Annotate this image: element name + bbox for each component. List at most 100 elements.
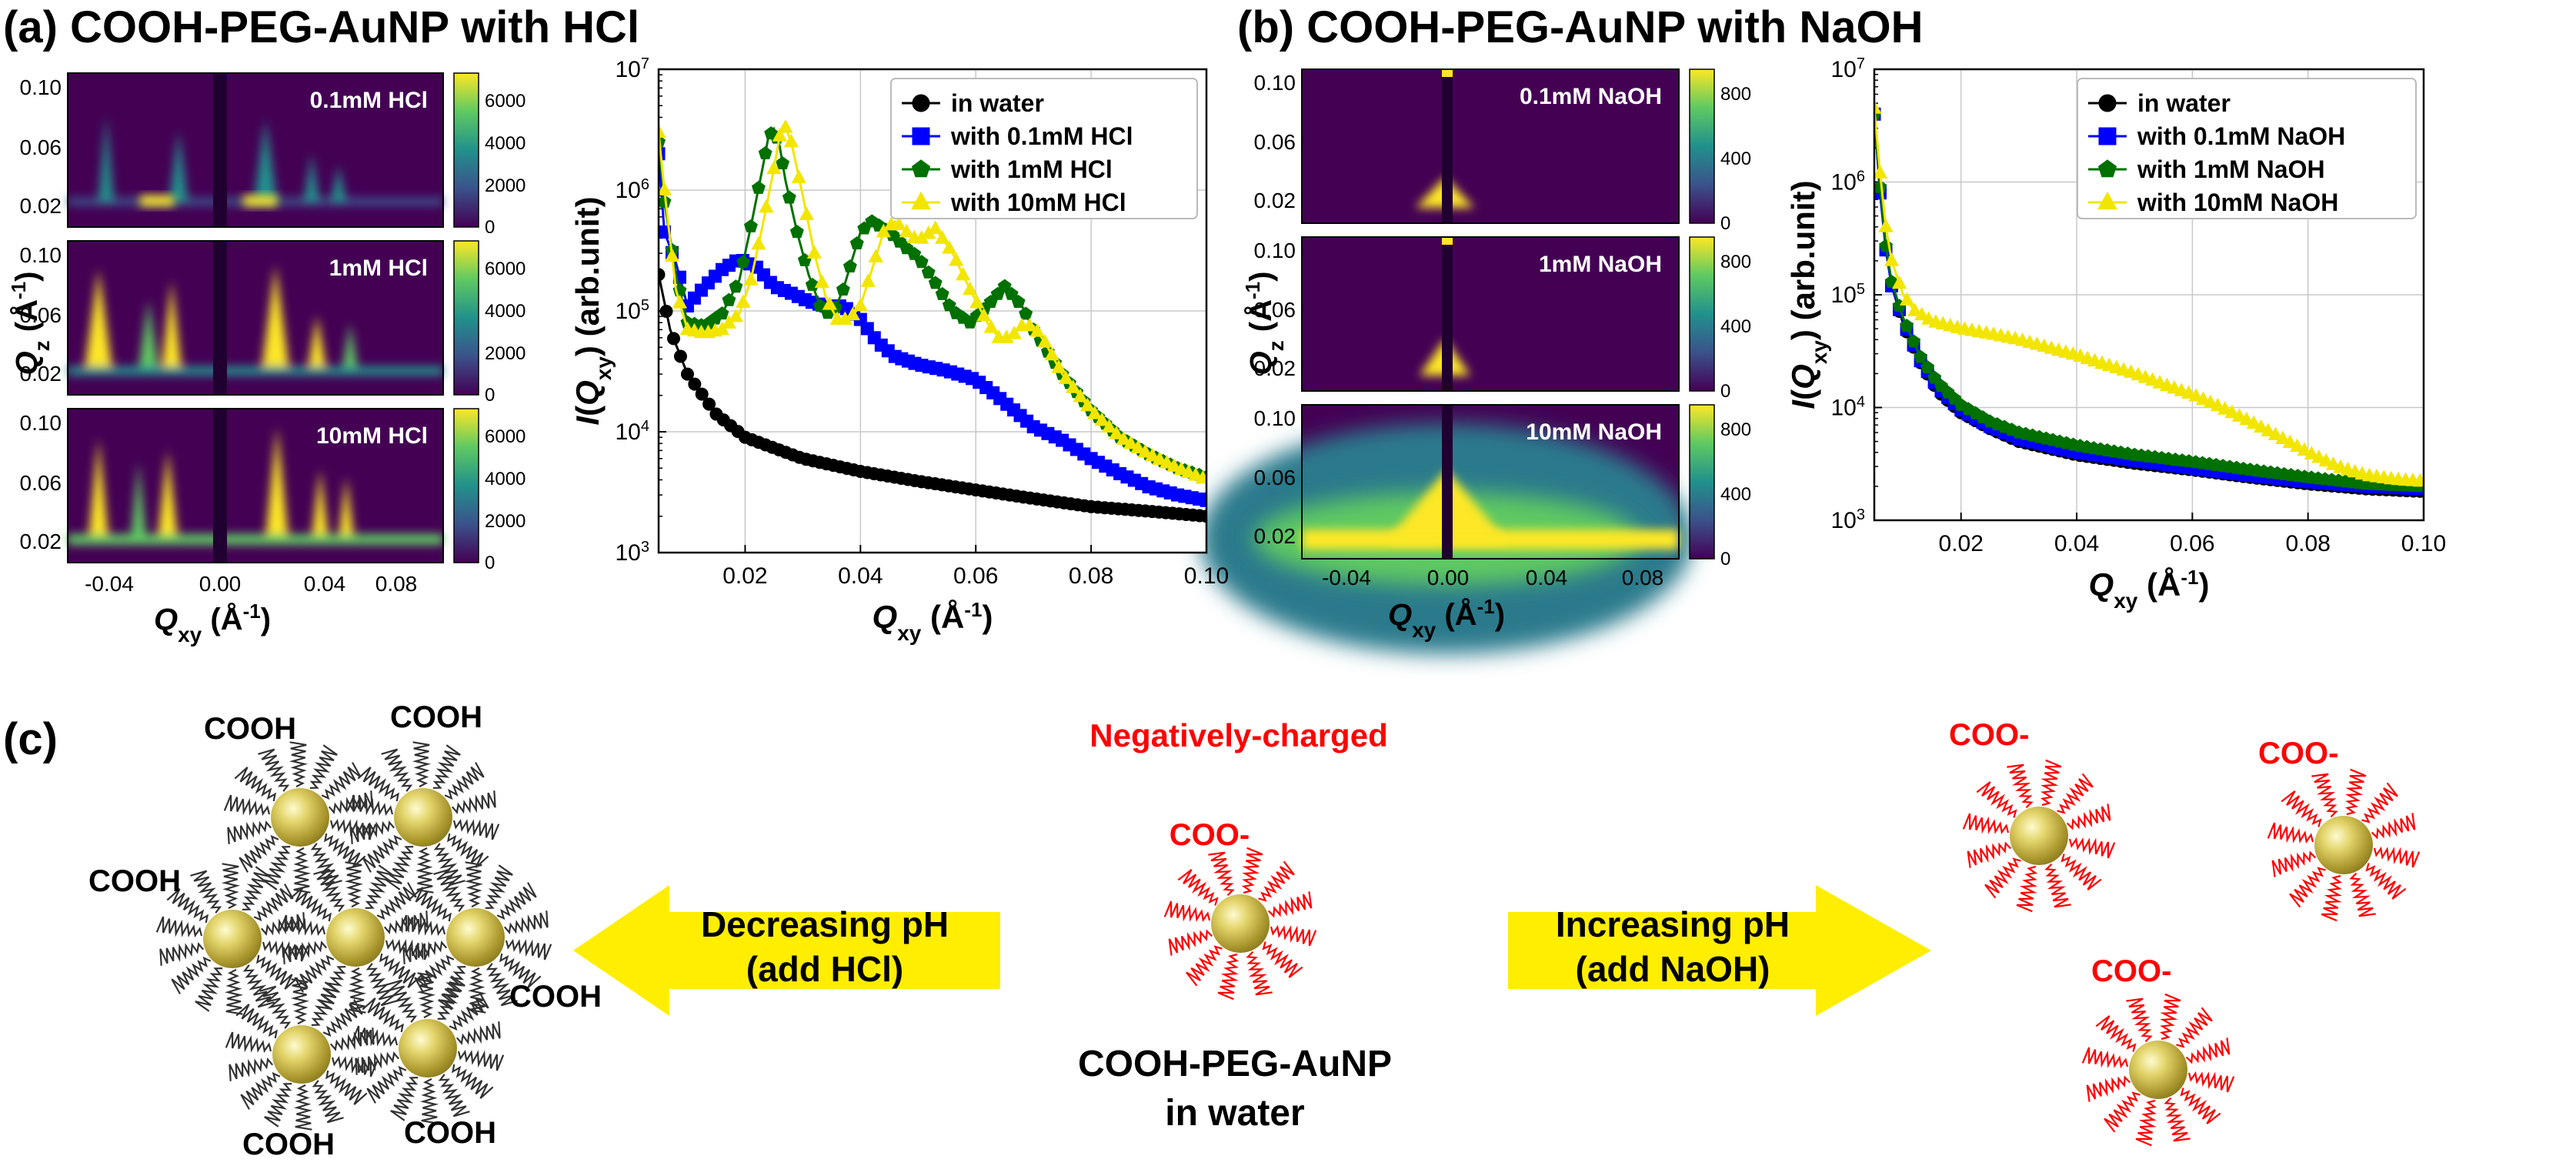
- data-point: [2267, 426, 2284, 440]
- y-tick-label: 104: [616, 418, 650, 445]
- peg-chain: [2361, 782, 2398, 824]
- gold-nanoparticle: [399, 861, 552, 1014]
- cb-tick: 800: [1720, 419, 1751, 440]
- peg-chain: [414, 954, 455, 993]
- peg-chain: [1186, 945, 1223, 987]
- center-particle: [1163, 847, 1317, 1001]
- y-tick: 0.10: [20, 411, 62, 435]
- data-point: [776, 155, 790, 169]
- data-point: [1159, 454, 1175, 469]
- cb-tick: 6000: [485, 91, 526, 112]
- right-labels: COO- COO- COO-: [1949, 718, 2338, 988]
- data-point: [2282, 434, 2297, 449]
- data-point: [702, 397, 716, 411]
- data-point: [2224, 404, 2240, 419]
- gold-nanoparticle: [223, 741, 377, 894]
- data-point: [2261, 423, 2276, 437]
- data-point: [2231, 408, 2247, 422]
- y-tick: 0.06: [1254, 130, 1296, 154]
- x-tick-label: 0.06: [2170, 531, 2214, 556]
- x-tick-label: 0.04: [2054, 531, 2099, 556]
- data-point: [849, 236, 864, 249]
- peg-chain: [379, 953, 422, 988]
- peg-chain: [457, 1049, 505, 1071]
- heatmap-a-yticks: 0.10 0.06 0.02 0.10 0.06 0.02 0.10 0.06 …: [20, 75, 62, 553]
- peg-chain: [385, 846, 414, 890]
- peg-chain: [2057, 773, 2094, 814]
- peg-chain: [365, 963, 398, 1007]
- y-tick: 0.02: [20, 530, 62, 553]
- y-axis-label: I(Qxy) (arb.unit): [569, 196, 616, 425]
- peg-chain: [289, 741, 308, 788]
- chart-naoh: 0.02 0.04 0.06 0.08 0.10 103 104 105 106 107 Qxy (…: [1785, 55, 2446, 613]
- heatmap-stack-naoh: 0.1mM NaOH 1mM NaOH 10mM NaOH 0.10: [1200, 68, 1751, 654]
- data-point: [791, 169, 807, 183]
- data-point: [822, 296, 837, 310]
- data-point: [751, 236, 766, 250]
- heatmap-label: 10mM NaOH: [1526, 419, 1662, 445]
- cb-tick: 2000: [485, 175, 526, 196]
- peg-chain: [468, 967, 487, 1014]
- data-point: [891, 216, 906, 231]
- peg-chain: [2311, 773, 2338, 818]
- data-point: [928, 276, 943, 289]
- data-point: [666, 332, 680, 346]
- gold-core: [271, 788, 329, 847]
- gold-core: [399, 1019, 457, 1077]
- y-tick: 0.02: [1254, 356, 1296, 380]
- legend-label: with 0.1mM NaOH: [2137, 122, 2345, 150]
- gold-core: [394, 788, 452, 847]
- legend-label: with 0.1mM HCl: [950, 122, 1133, 150]
- peg-chain: [415, 847, 435, 894]
- data-point: [715, 306, 729, 320]
- data-point: [2188, 388, 2204, 402]
- y-tick-label: 105: [616, 297, 650, 324]
- x-tick-label: 0.04: [838, 563, 883, 589]
- data-point: [688, 377, 702, 391]
- heatmap-a-xticks: -0.04 0.00 0.04 0.08: [85, 572, 417, 596]
- arrow-label: (add HCl): [746, 949, 903, 989]
- peg-chain: [2104, 1091, 2141, 1133]
- y-tick-label: 107: [1831, 55, 1866, 82]
- aggregated-particles: [155, 741, 552, 1131]
- peg-chain: [1258, 860, 1295, 902]
- peg-chain: [235, 1004, 279, 1039]
- center-caption: in water: [1165, 1093, 1304, 1134]
- peg-chain: [258, 748, 290, 792]
- data-point: [1087, 406, 1103, 419]
- heatmap-b-yticks: 0.10 0.06 0.02 0.10 0.06 0.02 0.10 0.06 …: [1254, 71, 1296, 548]
- cb-tick: 4000: [485, 133, 526, 154]
- data-point: [997, 279, 1012, 292]
- cb-tick: 4000: [485, 301, 526, 322]
- peg-chain: [2126, 997, 2153, 1043]
- data-point: [1166, 458, 1182, 472]
- data-point: [914, 255, 929, 269]
- data-point: [853, 297, 868, 312]
- data-point: [1920, 360, 1935, 374]
- peg-chain: [464, 861, 483, 908]
- series-with-10mm-hcl: [659, 119, 1206, 484]
- data-point: [2217, 401, 2233, 415]
- data-point: [1874, 165, 1888, 179]
- heatmap-10mM-naoh: 10mM NaOH: [1200, 404, 1715, 654]
- legend-entry: in water: [902, 89, 1044, 117]
- x-tick: 0.04: [1526, 566, 1568, 590]
- data-point: [789, 224, 804, 239]
- data-point: [1022, 317, 1037, 332]
- peg-chain: [505, 938, 552, 961]
- x-axis-label: Qxy (Å-1): [2089, 566, 2210, 613]
- x-tick: 0.00: [1427, 566, 1470, 590]
- data-point: [860, 273, 876, 287]
- data-point: [1029, 323, 1045, 337]
- peg-chain: [357, 767, 400, 802]
- peg-chain: [279, 914, 326, 937]
- data-point: [1006, 326, 1022, 339]
- peg-chain: [1246, 951, 1273, 996]
- peg-chain: [155, 916, 203, 938]
- peg-chain: [1984, 857, 2021, 899]
- plot-series: [1874, 100, 2424, 498]
- peg-chain: [452, 818, 500, 840]
- data-point: [1019, 306, 1033, 320]
- data-point: [963, 281, 978, 296]
- data-point: [2275, 430, 2291, 444]
